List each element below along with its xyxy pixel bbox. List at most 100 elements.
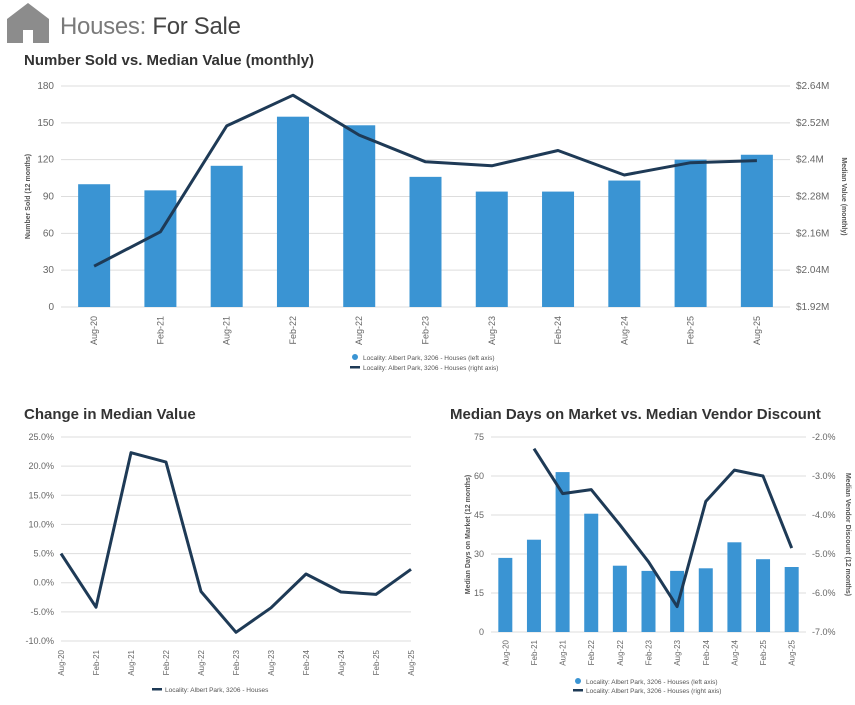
chart3-xtick-label: Aug-24	[730, 639, 739, 665]
chart1-y2tick-label: $2.52M	[796, 118, 829, 129]
chart3-legend-marker	[573, 689, 583, 692]
chart1-y2tick-label: $2.16M	[796, 228, 829, 239]
chart3-y2tick-label: -6.0%	[812, 588, 836, 598]
chart3-bar	[584, 513, 599, 632]
chart3-legend-label: Locality: Albert Park, 3206 - Houses (le…	[586, 679, 718, 686]
chart2-legend-marker	[152, 688, 162, 691]
chart3-y2tick-label: -3.0%	[812, 471, 836, 481]
chart2-title: Change in Median Value	[24, 406, 196, 423]
chart3-xtick-label: Feb-21	[530, 639, 539, 665]
chart2-ytick-label: 5.0%	[33, 549, 54, 559]
chart1-xtick-label: Aug-25	[752, 316, 762, 345]
chart1-ytick-label: 120	[37, 155, 54, 166]
chart2-xtick-label: Aug-21	[127, 649, 136, 675]
chart1-bar	[409, 176, 442, 307]
chart2-ytick-label: 25.0%	[28, 432, 54, 442]
chart2-series-line	[59, 451, 412, 634]
chart2-xtick-label: Aug-23	[267, 649, 276, 675]
chart1-xtick-label: Aug-24	[619, 316, 629, 345]
chart2-xtick-label: Feb-21	[92, 649, 101, 675]
chart3-xtick-label: Aug-21	[559, 639, 568, 665]
chart1-xtick-label: Feb-21	[155, 316, 165, 345]
chart1-title: Number Sold vs. Median Value (monthly)	[24, 52, 315, 69]
chart2-xtick-label: Aug-25	[407, 649, 416, 675]
chart1-y2tick-label: $2.28M	[796, 192, 829, 203]
chart3-bar	[756, 559, 771, 632]
chart2-ytick-label: 0.0%	[33, 578, 54, 588]
chart1-xtick-label: Feb-22	[288, 316, 298, 345]
title-prefix: Houses:	[60, 13, 146, 40]
chart1-bar	[740, 154, 773, 307]
chart3-bar	[526, 539, 541, 632]
chart2-xtick-label: Aug-24	[337, 649, 346, 675]
chart1-xtick-label: Aug-20	[89, 316, 99, 345]
chart3-xtick-label: Feb-22	[587, 639, 596, 665]
chart1-y2tick-label: $1.92M	[796, 302, 829, 313]
chart1-legend-label: Locality: Albert Park, 3206 - Houses (ri…	[363, 365, 498, 372]
chart1-ytick-label: 0	[48, 302, 54, 313]
chart3-legend-label: Locality: Albert Park, 3206 - Houses (ri…	[586, 688, 721, 695]
chart3-ytick-label: 75	[474, 432, 484, 442]
chart1-bar	[475, 191, 508, 307]
chart3-xtick-label: Aug-23	[673, 639, 682, 665]
chart1-xtick-label: Feb-23	[421, 316, 431, 345]
chart1-bar	[78, 184, 111, 307]
chart3-bar	[555, 472, 570, 632]
chart3-xtick-label: Feb-24	[702, 639, 711, 665]
chart3-ylabel: Median Days on Market (12 months)	[465, 475, 472, 594]
chart3-y2tick-label: -7.0%	[812, 627, 836, 637]
page-header: Houses: For Sale	[0, 0, 855, 48]
chart1-series-line	[93, 93, 757, 268]
chart1-ytick-label: 90	[43, 192, 55, 203]
chart3-title: Median Days on Market vs. Median Vendor …	[450, 406, 821, 423]
chart3-ytick-label: 0	[479, 627, 484, 637]
chart3-xtick-label: Aug-25	[788, 639, 797, 665]
chart3-bar	[698, 568, 713, 632]
chart2-ytick-label: -10.0%	[25, 636, 54, 646]
chart1-ytick-label: 150	[37, 118, 54, 129]
chart1-y2tick-label: $2.64M	[796, 81, 829, 92]
chart1-ytick-label: 60	[43, 228, 55, 239]
chart2-xtick-label: Feb-25	[372, 649, 381, 675]
chart2-ytick-label: 15.0%	[28, 490, 54, 500]
chart1-ytick-label: 30	[43, 265, 55, 276]
chart3-y2tick-label: -2.0%	[812, 432, 836, 442]
chart3-bar	[498, 557, 513, 632]
chart3-bar	[784, 567, 799, 632]
chart3-xtick-label: Feb-23	[645, 639, 654, 665]
chart2-xtick-label: Feb-23	[232, 649, 241, 675]
chart2-ytick-label: 20.0%	[28, 461, 54, 471]
chart1-bar	[144, 190, 177, 307]
chart1-xtick-label: Aug-23	[487, 316, 497, 345]
chart2-xtick-label: Aug-20	[57, 649, 66, 675]
chart1-xtick-label: Feb-24	[553, 316, 563, 345]
chart1-legend-label: Locality: Albert Park, 3206 - Houses (le…	[363, 355, 495, 362]
chart1-bar	[343, 125, 376, 308]
chart3-xtick-label: Feb-25	[759, 639, 768, 665]
title-suffix: For Sale	[152, 13, 241, 40]
page-title: Houses: For Sale	[60, 13, 241, 41]
chart3-legend-marker	[575, 678, 581, 684]
chart1-bar	[210, 165, 243, 307]
chart3-ytick-label: 45	[474, 510, 484, 520]
chart3-ytick-label: 15	[474, 588, 484, 598]
chart3-series-line	[532, 447, 794, 609]
chart1-legend-marker	[352, 354, 358, 360]
chart1-y2tick-label: $2.04M	[796, 265, 829, 276]
chart1-bar	[276, 116, 309, 307]
chart1-legend-marker	[350, 366, 360, 369]
chart1-ylabel: Number Sold (12 months)	[25, 154, 32, 239]
chart1-y2label: Median Value (monthly)	[840, 157, 847, 235]
chart2-xtick-label: Feb-22	[162, 649, 171, 675]
chart2-ytick-label: -5.0%	[30, 607, 54, 617]
chart1-xtick-label: Aug-21	[222, 316, 232, 345]
chart3-y2tick-label: -5.0%	[812, 549, 836, 559]
chart1-xtick-label: Aug-22	[354, 316, 364, 345]
chart2-ytick-label: 10.0%	[28, 519, 54, 529]
chart1-bar	[542, 191, 575, 307]
chart3-y2label: Median Vendor Discount (12 months)	[844, 473, 851, 596]
chart3-xtick-label: Aug-22	[616, 639, 625, 665]
chart3-bar	[727, 542, 742, 632]
chart3-y2tick-label: -4.0%	[812, 510, 836, 520]
house-icon	[7, 3, 49, 43]
